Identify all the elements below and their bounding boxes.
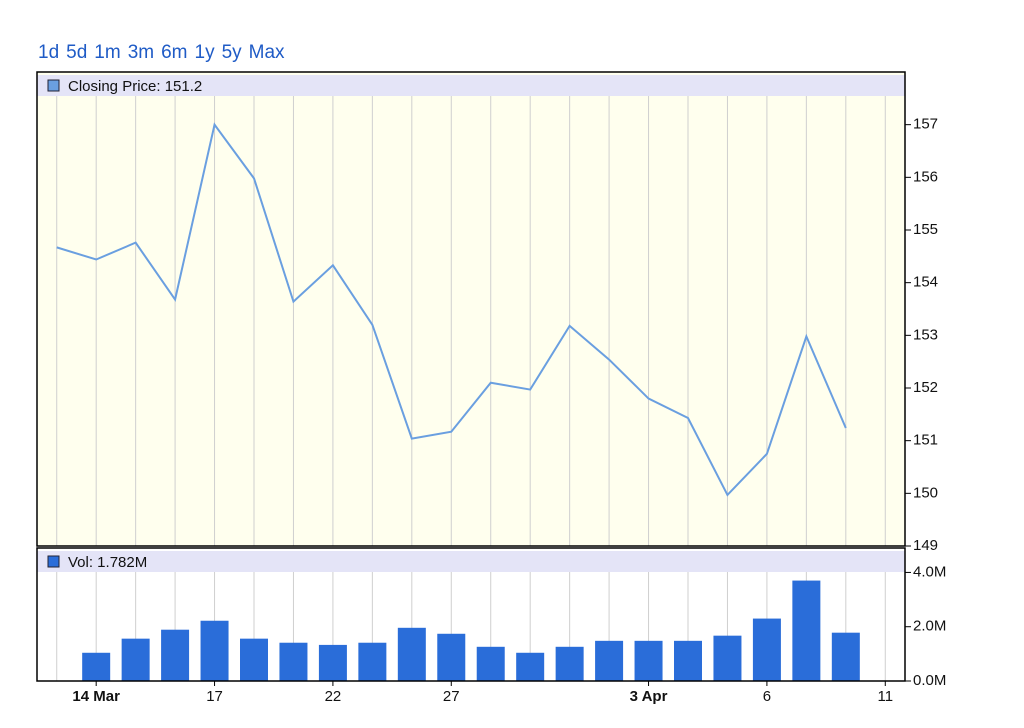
y-tick-label: 149: [913, 537, 938, 554]
volume-bar: [358, 642, 387, 681]
x-tick-label: 14 Mar: [72, 688, 120, 705]
legend-band: [37, 551, 905, 572]
panel-bg: [37, 72, 905, 546]
range-link[interactable]: 3m: [127, 42, 155, 63]
range-link[interactable]: Max: [248, 42, 285, 63]
y-tick-label: 4.0M: [913, 563, 946, 580]
y-tick-label: 156: [913, 168, 938, 185]
x-tick-label: 11: [877, 688, 893, 705]
y-tick-label: 152: [913, 379, 938, 396]
panel-frame: [36, 547, 906, 682]
volume-bar: [516, 652, 545, 681]
y-tick-label: 155: [913, 221, 938, 238]
x-tick-label: 3 Apr: [630, 688, 668, 705]
y-tick-label: 150: [913, 484, 938, 501]
volume-bar: [674, 640, 702, 681]
volume-bar: [634, 640, 663, 681]
y-tick-label: 154: [913, 274, 938, 291]
legend-band: [37, 75, 905, 96]
range-link[interactable]: 1m: [94, 42, 121, 63]
y-tick-label: 157: [913, 116, 938, 133]
volume-bar: [476, 646, 505, 681]
volume-bar: [752, 618, 781, 681]
y-tick-label: 153: [913, 326, 938, 343]
volume-bar: [831, 632, 860, 681]
x-tick-label: 6: [763, 688, 771, 705]
y-tick-label: 151: [913, 432, 938, 449]
volume-bar: [713, 635, 742, 681]
volume-bar: [82, 652, 111, 681]
x-tick-label: 17: [206, 688, 223, 705]
range-links: 1d 5d 1m 3m 6m 1y 5y Max: [38, 42, 292, 64]
y-tick-label: 2.0M: [913, 618, 946, 635]
volume-bar: [792, 580, 821, 681]
volume-bar: [555, 646, 584, 681]
range-link[interactable]: 5y: [221, 42, 242, 63]
legend-swatch: [47, 79, 60, 92]
legend-label: Closing Price: 151.2: [68, 78, 202, 95]
range-link[interactable]: 1y: [194, 42, 215, 63]
volume-bar: [397, 627, 426, 681]
x-tick-label: 22: [325, 688, 342, 705]
x-tick-label: 27: [443, 688, 460, 705]
panel-frame: [36, 71, 906, 547]
range-link[interactable]: 5d: [66, 42, 88, 63]
volume-bar: [279, 642, 308, 681]
range-link[interactable]: 1d: [38, 42, 60, 63]
price-line: [56, 122, 847, 497]
volume-bar: [200, 620, 229, 681]
volume-bar: [121, 638, 150, 681]
volume-bar: [318, 644, 347, 681]
range-link[interactable]: 6m: [161, 42, 188, 63]
volume-bar: [240, 638, 268, 681]
volume-bar: [161, 629, 190, 681]
legend-swatch: [47, 555, 60, 568]
volume-bar: [595, 640, 624, 681]
volume-bar: [437, 633, 466, 681]
legend-label: Vol: 1.782M: [68, 554, 147, 571]
y-tick-label: 0.0M: [913, 672, 946, 689]
